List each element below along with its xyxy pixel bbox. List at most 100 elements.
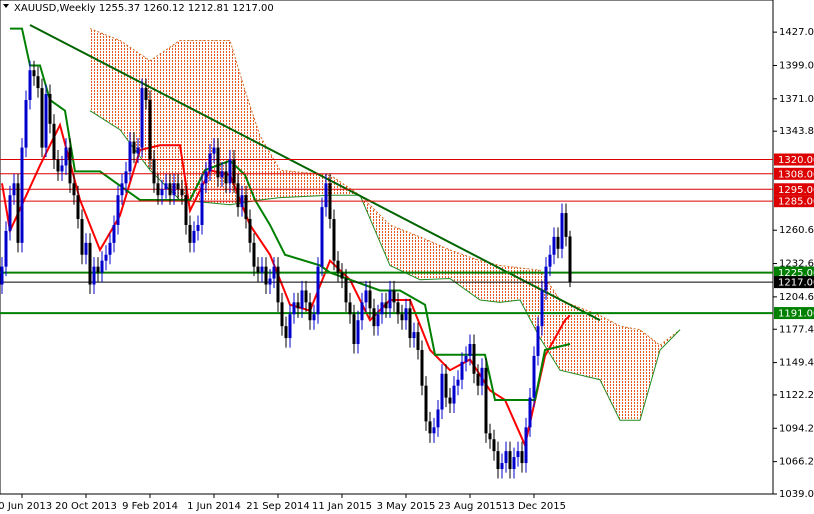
- candle-body: [40, 88, 44, 148]
- candle-body: [324, 183, 328, 208]
- candle-body: [340, 272, 344, 279]
- candle-body: [272, 266, 276, 279]
- candle-body: [404, 308, 408, 321]
- x-tick-label: 21 Sep 2014: [246, 501, 309, 512]
- y-tick-label: 1149.40: [779, 358, 814, 369]
- ichimoku-cloud: [90, 28, 680, 421]
- candle-body: [396, 302, 400, 315]
- candle-body: [392, 290, 396, 303]
- candle-body: [464, 355, 468, 362]
- candle-body: [532, 355, 536, 398]
- candle-body: [304, 290, 308, 303]
- candle-body: [444, 373, 448, 398]
- candle-body: [172, 183, 176, 196]
- candle-body: [496, 451, 500, 470]
- level-label-box: [774, 266, 814, 279]
- level-label: 1308.00: [778, 169, 814, 180]
- candle-body: [420, 349, 424, 386]
- candle-body: [148, 99, 152, 160]
- candle-body: [208, 153, 212, 172]
- candle-body: [364, 290, 368, 303]
- cloud-upper: [89, 28, 681, 346]
- candle-body: [16, 183, 20, 243]
- candle-body: [144, 88, 148, 100]
- candle-body: [116, 195, 120, 225]
- candle-body: [64, 147, 68, 166]
- candle-body: [552, 236, 556, 255]
- candle-body: [192, 230, 196, 243]
- y-tick-label: 1232.60: [779, 259, 814, 270]
- candle-body: [92, 266, 96, 285]
- y-tick-label: 1343.80: [779, 126, 814, 137]
- x-tick-label: 20 Oct 2013: [55, 501, 117, 512]
- candle-body: [332, 219, 336, 261]
- candle-body: [480, 367, 484, 386]
- candle-body: [540, 290, 544, 327]
- candle-body: [120, 183, 124, 196]
- y-tick-label: 1094.20: [779, 423, 814, 434]
- candle-body: [300, 290, 304, 309]
- candle-body: [280, 302, 284, 327]
- x-tick-label: 23 Aug 2015: [438, 501, 502, 512]
- candle-body: [348, 302, 352, 315]
- candle-body: [60, 165, 64, 172]
- candle-body: [452, 385, 456, 404]
- candle-body: [156, 183, 160, 196]
- candle-body: [520, 451, 524, 464]
- candle-body: [24, 99, 28, 148]
- level-label: 1217.00: [778, 278, 814, 289]
- candle-body: [492, 439, 496, 452]
- candle-body: [256, 266, 260, 273]
- candle-body: [320, 207, 324, 267]
- candle-body: [528, 397, 532, 428]
- candle-body: [132, 141, 136, 154]
- level-label: 1320.00: [778, 155, 814, 166]
- candle-body: [188, 224, 192, 243]
- candle-body: [224, 171, 228, 184]
- candle-body: [240, 195, 244, 208]
- candle-body: [508, 451, 512, 470]
- candle-body: [428, 421, 432, 434]
- candle-body: [128, 141, 132, 172]
- candle-body: [160, 189, 164, 196]
- candle-body: [12, 183, 16, 196]
- level-label-box: [774, 167, 814, 180]
- candle-body: [176, 183, 180, 190]
- candle-body: [564, 213, 568, 237]
- candle-body: [544, 266, 548, 291]
- candle-body: [352, 314, 356, 345]
- candle-body: [524, 427, 528, 464]
- candle-body: [512, 457, 516, 470]
- candle-body: [376, 314, 380, 327]
- candle-body: [32, 70, 36, 77]
- candle-body: [68, 147, 72, 184]
- y-tick-label: 1427.00: [779, 27, 814, 38]
- candle-body: [140, 88, 144, 148]
- y-tick-label: 1260.60: [779, 225, 814, 236]
- y-tick-label: 1039.00: [779, 489, 814, 500]
- x-tick-label: 9 Feb 2014: [122, 501, 178, 512]
- candle-body: [296, 302, 300, 309]
- candle-body: [180, 189, 184, 196]
- candle-body: [448, 397, 452, 404]
- candle-body: [460, 361, 464, 380]
- level-label: 1191.00: [778, 309, 814, 320]
- x-tick-label: 30 Jun 2013: [0, 501, 52, 512]
- y-tick-label: 1204.60: [779, 292, 814, 303]
- candle-body: [468, 344, 472, 356]
- title-icon: [3, 4, 9, 8]
- candle-body: [164, 183, 168, 190]
- candle-body: [412, 332, 416, 339]
- candle-body: [212, 147, 216, 154]
- candle-body: [400, 314, 404, 321]
- y-tick-label: 1371.00: [779, 94, 814, 105]
- candle-body: [424, 385, 428, 422]
- candle-body: [124, 171, 128, 184]
- candle-body: [484, 367, 488, 434]
- level-label-box: [774, 276, 814, 289]
- candle-body: [268, 278, 272, 285]
- candle-body: [316, 266, 320, 315]
- candle-body: [252, 242, 256, 267]
- candle-body: [472, 344, 476, 374]
